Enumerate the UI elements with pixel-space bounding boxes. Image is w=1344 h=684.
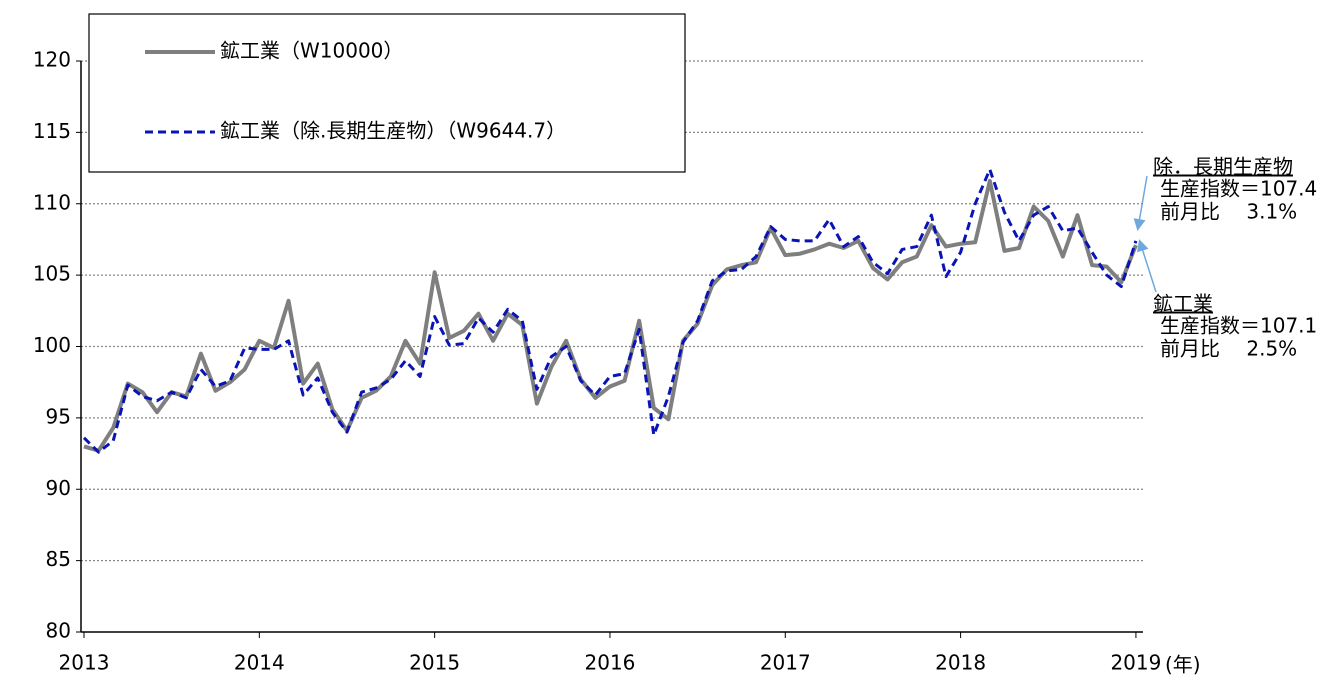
x-axis-label: (年) bbox=[1165, 653, 1201, 677]
series-line bbox=[82, 167, 1138, 454]
y-tick-label: 85 bbox=[46, 547, 71, 571]
y-tick-label: 100 bbox=[33, 333, 71, 357]
x-tick-label: 2013 bbox=[59, 651, 110, 675]
annotation-arrow bbox=[1137, 239, 1157, 293]
x-tick-label: 2016 bbox=[585, 651, 636, 675]
annotation-title: 鉱工業 bbox=[1153, 292, 1213, 316]
legend-label: 鉱工業（除.長期生産物）（W9644.7） bbox=[220, 119, 566, 143]
annotation-line: 前月比 3.1% bbox=[1160, 200, 1297, 224]
series-line bbox=[83, 178, 1138, 453]
y-tick-label: 115 bbox=[33, 119, 71, 143]
x-tick-label: 2014 bbox=[234, 651, 285, 675]
annotation-line: 前月比 2.5% bbox=[1160, 337, 1297, 361]
annotation-line: 生産指数＝107.1 bbox=[1160, 314, 1317, 338]
y-tick-label: 105 bbox=[33, 262, 71, 286]
x-tick-label: 2019 bbox=[1110, 651, 1161, 675]
annotation-title: 除．長期生産物 bbox=[1153, 155, 1293, 179]
annotation-line: 生産指数＝107.4 bbox=[1160, 177, 1317, 201]
annotation-arrow bbox=[1133, 175, 1148, 231]
x-tick-label: 2015 bbox=[409, 651, 460, 675]
y-tick-label: 90 bbox=[46, 476, 71, 500]
legend-box bbox=[88, 13, 686, 173]
x-tick-label: 2018 bbox=[935, 651, 986, 675]
y-tick-label: 120 bbox=[33, 48, 71, 72]
y-tick-label: 80 bbox=[46, 619, 71, 643]
y-tick-label: 110 bbox=[33, 190, 71, 214]
legend-label: 鉱工業（W10000） bbox=[220, 39, 403, 63]
x-tick-label: 2017 bbox=[760, 651, 811, 675]
y-tick-label: 95 bbox=[46, 404, 71, 428]
